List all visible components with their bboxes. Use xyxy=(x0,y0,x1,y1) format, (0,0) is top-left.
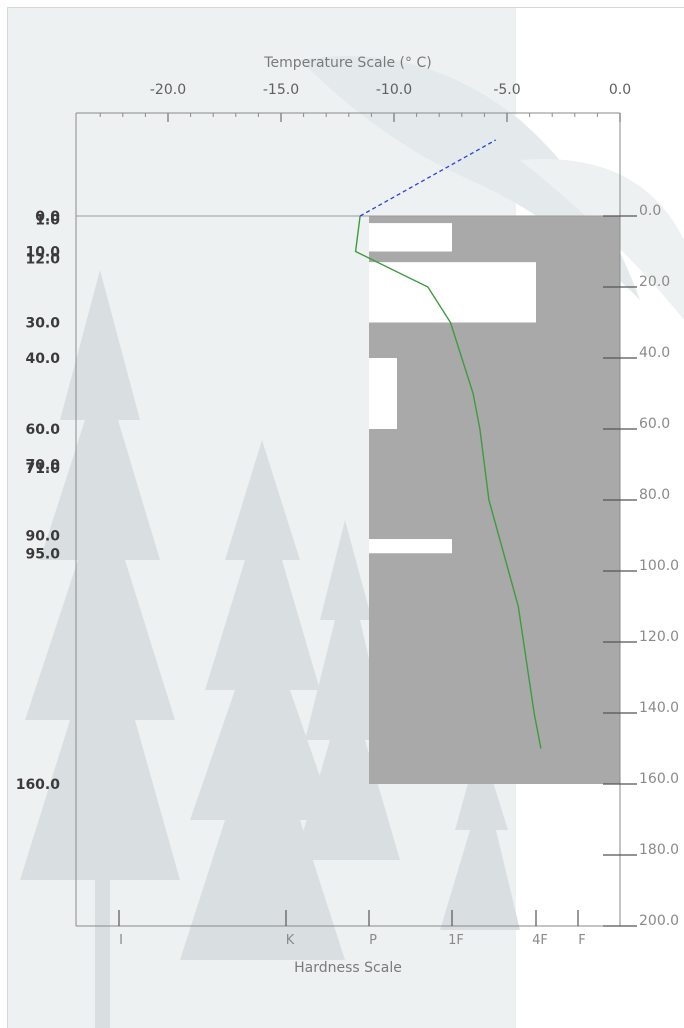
depth-tick-label-7: 140.0 xyxy=(639,700,679,716)
depth-tick-label-3: 60.0 xyxy=(639,416,670,432)
temp-tick-label-3: -5.0 xyxy=(493,82,520,98)
layer-label-2: 10.0 xyxy=(25,245,60,261)
hardness-tick-label-3: 1F xyxy=(448,933,464,948)
depth-tick-label-5: 100.0 xyxy=(639,558,679,574)
temperature-profile xyxy=(354,139,542,749)
layer-label-7: 70.0 xyxy=(25,458,60,474)
hardness-gaps xyxy=(369,223,536,554)
depth-tick-label-9: 180.0 xyxy=(639,842,679,858)
temperature-ticks: -20.0 -15.0 -10.0 -5.0 0.0 xyxy=(99,82,631,122)
layer-gap-1 xyxy=(369,262,536,323)
top-axis-title: Temperature Scale (° C) xyxy=(263,55,431,71)
layer-gap-2 xyxy=(369,358,397,429)
depth-tick-label-0: 0.0 xyxy=(639,203,661,219)
hardness-tick-label-4: 4F xyxy=(532,933,548,948)
bottom-axis-title: Hardness Scale xyxy=(294,960,402,976)
temp-tick-label-1: -15.0 xyxy=(263,82,299,98)
chart-frame xyxy=(7,7,684,1028)
temp-tick-label-2: -10.0 xyxy=(376,82,412,98)
depth-tick-label-6: 120.0 xyxy=(639,629,679,645)
layer-label-0: 0.0 xyxy=(35,209,60,225)
layer-label-3: 12.0 xyxy=(25,252,60,268)
layer-gap-3 xyxy=(369,539,452,554)
layer-label-8: 71.0 xyxy=(25,461,60,477)
layer-gap-0 xyxy=(369,223,452,252)
hardness-tick-label-5: F xyxy=(578,933,585,948)
hardness-tick-label-2: P xyxy=(369,933,377,948)
layer-label-4: 30.0 xyxy=(25,316,60,332)
depth-ticks: 0.0 20.0 40.0 60.0 80.0 100.0 120.0 140.0 160.0 1… xyxy=(603,203,679,929)
layer-label-10: 95.0 xyxy=(25,546,60,562)
layer-label-1: 1.0 xyxy=(35,213,60,229)
depth-tick-label-10: 200.0 xyxy=(639,913,679,929)
depth-tick-label-1: 20.0 xyxy=(639,274,670,290)
air-temperature-dashed-line xyxy=(359,139,497,217)
layer-label-6: 60.0 xyxy=(25,422,60,438)
layer-label-11: 160.0 xyxy=(16,777,61,793)
depth-tick-label-2: 40.0 xyxy=(639,345,670,361)
temperature-profile-line xyxy=(354,215,542,749)
layer-label-5: 40.0 xyxy=(25,351,60,367)
hardness-tick-label-0: I xyxy=(119,933,123,948)
temp-tick-label-0: -20.0 xyxy=(150,82,186,98)
hardness-tick-label-1: K xyxy=(286,933,295,948)
layer-label-9: 90.0 xyxy=(25,529,60,545)
layer-boundary-labels: 0.01.0 10.012.0 30.0 40.0 60.0 70.071.0 90.095… xyxy=(16,209,61,793)
depth-tick-label-8: 160.0 xyxy=(639,771,679,787)
depth-tick-label-4: 80.0 xyxy=(639,487,670,503)
temp-tick-label-4: 0.0 xyxy=(609,82,631,98)
hardness-ticks: I K P 1F 4F F xyxy=(118,910,586,948)
